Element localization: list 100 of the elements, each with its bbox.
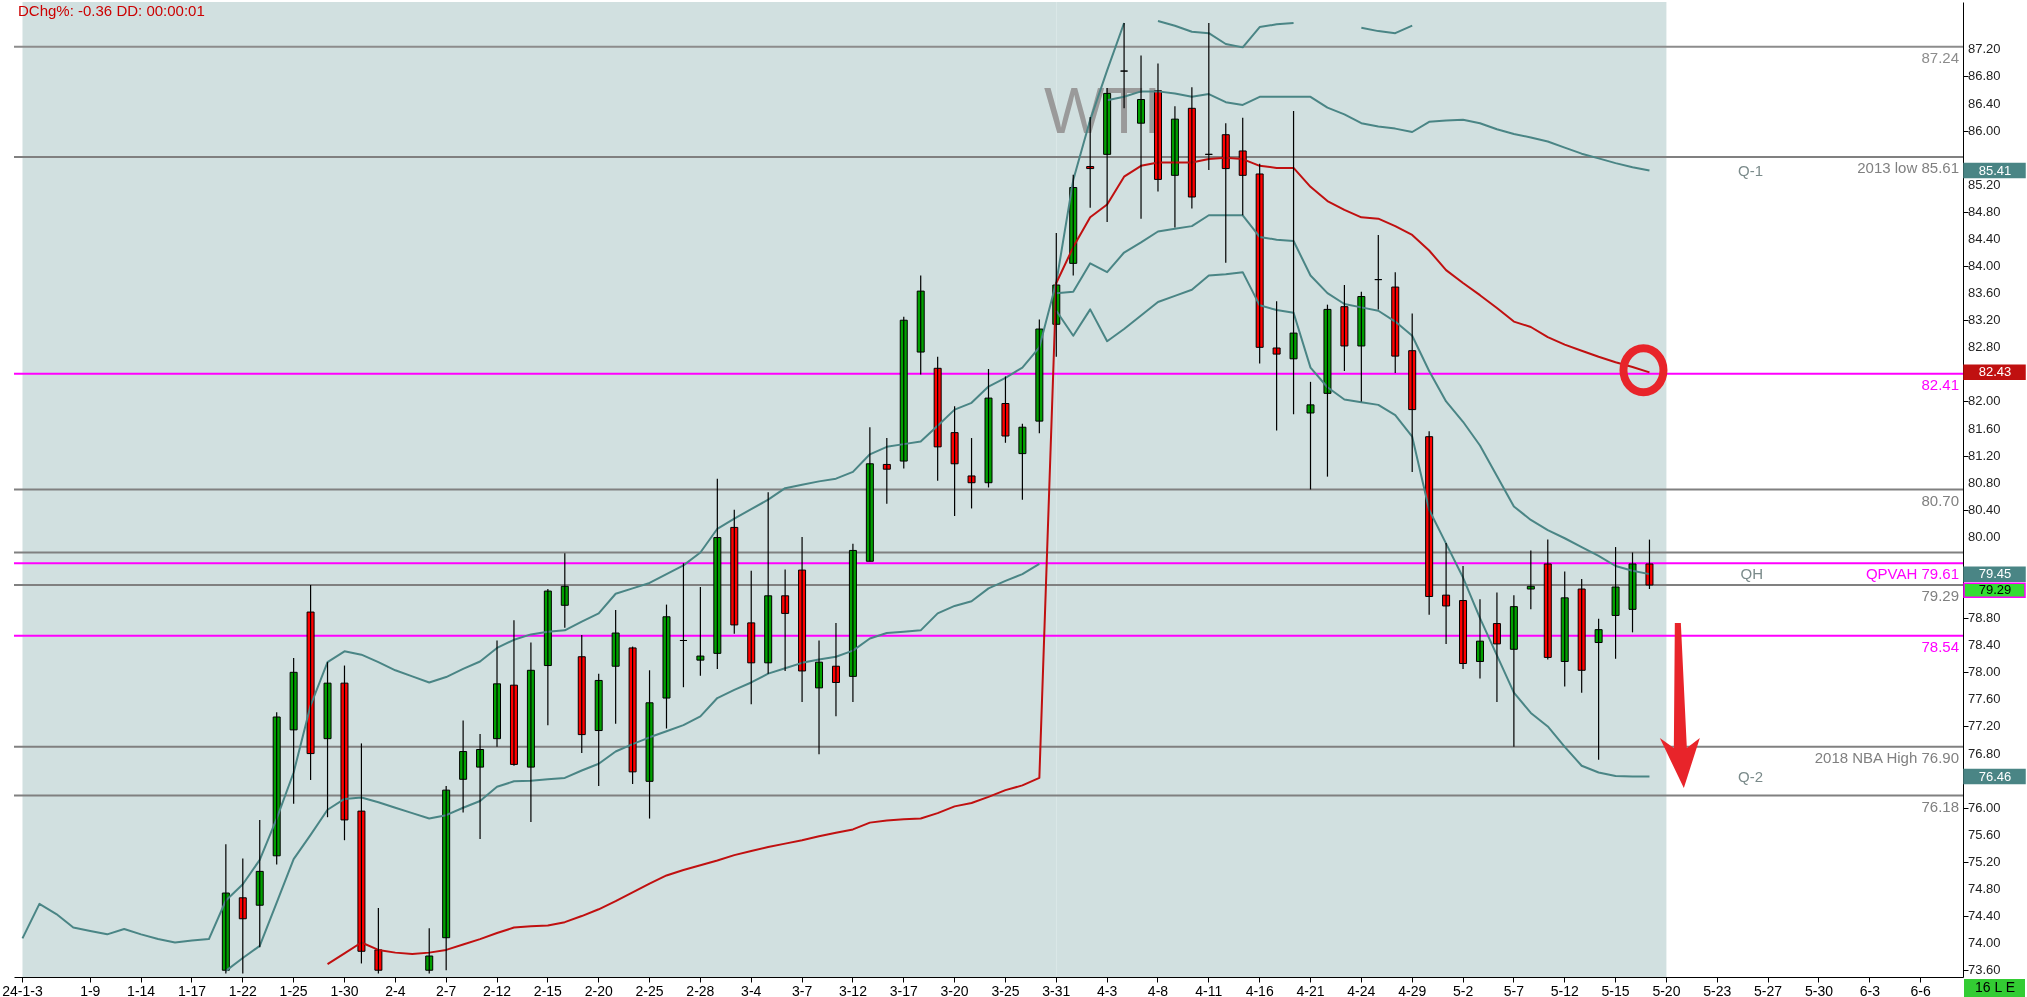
y-tick-label: 74.80	[1968, 880, 2001, 896]
x-tick-label: 5-23	[1703, 982, 1732, 997]
text: 16 L E	[1975, 979, 2015, 995]
annotation: Q-2	[1737, 767, 1763, 785]
x-tick-label: 2-15	[533, 982, 563, 997]
annotation: Q-1	[1737, 161, 1763, 179]
x-tick-label: 1-9	[80, 982, 101, 997]
candlestick	[645, 669, 654, 820]
ref-line-label: 79.29	[1921, 586, 1959, 604]
x-tick-label: 1-30	[330, 982, 359, 997]
x-tick-label: 5-12	[1550, 982, 1579, 997]
y-tick-label: 84.80	[1968, 203, 2001, 219]
x-tick-label: 5-15	[1601, 982, 1630, 997]
candlestick	[1306, 381, 1315, 491]
y-tick-label: 78.40	[1968, 637, 2001, 653]
candlestick	[950, 405, 959, 517]
y-tick-label: 80.80	[1968, 474, 2001, 490]
candlestick	[425, 927, 434, 975]
x-tick-label: 1-14	[127, 982, 156, 997]
x-tick-label: 1-25	[279, 982, 308, 997]
y-tick-label: 74.00	[1968, 935, 2001, 951]
candlestick	[611, 609, 620, 725]
y-tick-label: 81.60	[1968, 420, 2001, 436]
candlestick	[662, 604, 671, 730]
x-tick-label: 24-1-3	[2, 982, 43, 997]
y-tick-label: 84.40	[1968, 230, 2001, 246]
y-tick-label: 74.40	[1968, 908, 2001, 924]
y-tick-label: 75.20	[1968, 853, 2001, 869]
x-tick-label: 3-31	[1042, 982, 1071, 997]
y-tick-label: 73.60	[1968, 962, 2001, 978]
x-tick-label: 4-16	[1245, 982, 1274, 997]
candlestick	[1611, 546, 1620, 660]
x-tick-label: 6-3	[1859, 982, 1881, 997]
text: 76.46	[1978, 768, 2012, 784]
y-tick-label: 82.00	[1968, 393, 2001, 409]
x-tick-label: 3-17	[889, 982, 918, 997]
y-tick-label: 80.00	[1968, 528, 2001, 544]
candlestick	[357, 742, 366, 965]
y-tick-label: 86.80	[1968, 68, 2001, 84]
y-tick-label: 75.60	[1968, 826, 2001, 842]
x-tick-label: 2-7	[436, 982, 457, 997]
x-tick-label: 3-4	[741, 982, 762, 997]
x-tick-label: 3-7	[791, 982, 813, 997]
x-tick-label: 4-8	[1147, 982, 1169, 997]
x-tick-label: 5-20	[1652, 982, 1681, 997]
x-tick-label: 2-4	[385, 982, 406, 997]
y-tick-label: 82.80	[1968, 339, 2001, 355]
x-tick-label: 1-17	[177, 982, 207, 997]
ref-line-label: 87.24	[1921, 48, 1959, 66]
candlestick	[1018, 423, 1027, 501]
y-tick-label: 87.20	[1968, 41, 2001, 57]
candlestick	[1001, 375, 1010, 444]
y-tick-label: 78.00	[1968, 664, 2001, 680]
text: 79.45	[1978, 566, 2012, 582]
ref-line-label: 78.54	[1921, 637, 1959, 655]
candlestick	[1645, 539, 1654, 590]
x-tick-label: 2-20	[584, 982, 613, 997]
candlestick	[1628, 551, 1637, 633]
candlestick	[1323, 304, 1332, 478]
y-tick-label: 83.60	[1968, 285, 2001, 301]
candlestick	[374, 907, 383, 975]
x-tick-label: 4-11	[1195, 982, 1223, 997]
ref-line-label: QPVAH 79.61	[1865, 565, 1959, 583]
candlestick	[967, 437, 976, 510]
annotation: DChg%: -0.36 DD: 00:00:01	[18, 2, 205, 19]
ref-line-label: 76.18	[1921, 797, 1959, 815]
y-tick-label: 83.20	[1968, 312, 2001, 328]
ref-line-label: 2013 low 85.61	[1857, 159, 1959, 177]
x-tick-label: 2-25	[635, 982, 664, 997]
candlestick	[628, 645, 637, 785]
candlestick	[1340, 284, 1349, 372]
x-tick-label: 2-28	[686, 982, 715, 997]
x-tick-label: 5-30	[1804, 982, 1834, 997]
x-tick-label: 4-3	[1097, 982, 1118, 997]
ref-line-label: 82.41	[1921, 375, 1959, 393]
x-tick-label: 5-2	[1452, 982, 1474, 997]
candlestick	[1594, 618, 1603, 761]
candlestick	[340, 664, 349, 841]
y-tick-label: 76.00	[1968, 799, 2001, 815]
text: 79.29	[1978, 582, 2012, 598]
y-tick-label: 78.80	[1968, 610, 2001, 626]
candlestick	[696, 586, 705, 677]
x-tick-label: 4-29	[1398, 982, 1427, 997]
line-series	[224, 562, 1041, 972]
y-tick-label: 77.20	[1968, 718, 2001, 734]
y-tick-label: 76.80	[1968, 745, 2001, 761]
y-tick-label: 86.40	[1968, 95, 2001, 111]
text: 85.41	[1978, 162, 2012, 178]
candlestick	[1289, 110, 1298, 415]
x-tick-label: 2-12	[483, 982, 512, 997]
x-tick-label: 6-6	[1910, 982, 1931, 997]
y-tick-label: 80.40	[1968, 501, 2001, 517]
x-tick-label: 3-25	[991, 982, 1020, 997]
y-tick-label: 86.00	[1968, 122, 2001, 138]
x-tick-label: 1-22	[228, 982, 258, 997]
candlestick	[984, 368, 993, 489]
candlestick	[1526, 549, 1535, 610]
annotation: QH	[1740, 565, 1763, 583]
candlestick	[1357, 291, 1366, 403]
x-tick-label: 3-20	[940, 982, 969, 997]
